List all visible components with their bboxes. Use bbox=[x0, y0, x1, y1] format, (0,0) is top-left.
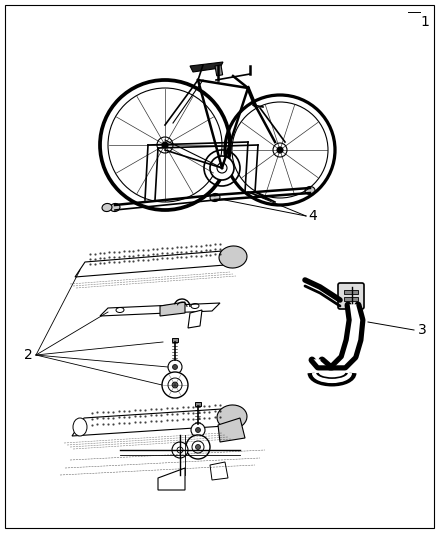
Text: 4: 4 bbox=[307, 209, 316, 223]
Bar bbox=[194, 402, 201, 406]
Circle shape bbox=[195, 427, 200, 432]
Polygon shape bbox=[218, 418, 244, 442]
Polygon shape bbox=[158, 468, 184, 490]
Circle shape bbox=[272, 143, 286, 157]
Polygon shape bbox=[190, 62, 223, 72]
Text: 2: 2 bbox=[24, 348, 32, 362]
Ellipse shape bbox=[304, 187, 314, 195]
FancyBboxPatch shape bbox=[337, 283, 363, 309]
Ellipse shape bbox=[219, 246, 247, 268]
Circle shape bbox=[172, 382, 177, 388]
Circle shape bbox=[191, 423, 205, 437]
Circle shape bbox=[177, 447, 183, 453]
Circle shape bbox=[276, 147, 283, 153]
Circle shape bbox=[162, 142, 168, 148]
Polygon shape bbox=[72, 408, 237, 436]
Ellipse shape bbox=[73, 418, 87, 436]
Polygon shape bbox=[159, 302, 184, 316]
Polygon shape bbox=[311, 305, 361, 367]
Circle shape bbox=[216, 163, 226, 173]
Ellipse shape bbox=[209, 193, 219, 201]
Circle shape bbox=[157, 137, 173, 153]
Circle shape bbox=[168, 378, 182, 392]
Circle shape bbox=[186, 435, 209, 459]
Text: 3: 3 bbox=[417, 323, 425, 337]
Polygon shape bbox=[209, 462, 227, 480]
Bar bbox=[343, 297, 357, 301]
Ellipse shape bbox=[102, 204, 112, 212]
Polygon shape bbox=[100, 303, 219, 316]
Polygon shape bbox=[187, 310, 201, 328]
Circle shape bbox=[209, 156, 233, 180]
Circle shape bbox=[162, 372, 187, 398]
Circle shape bbox=[172, 365, 177, 369]
Text: 1: 1 bbox=[420, 15, 428, 29]
Polygon shape bbox=[75, 250, 234, 277]
Bar bbox=[343, 290, 357, 294]
Bar bbox=[215, 65, 222, 76]
Circle shape bbox=[168, 360, 182, 374]
Ellipse shape bbox=[216, 405, 247, 429]
Circle shape bbox=[191, 441, 204, 453]
Ellipse shape bbox=[110, 204, 120, 212]
Circle shape bbox=[172, 442, 187, 458]
Bar bbox=[172, 338, 177, 342]
Circle shape bbox=[195, 445, 200, 449]
